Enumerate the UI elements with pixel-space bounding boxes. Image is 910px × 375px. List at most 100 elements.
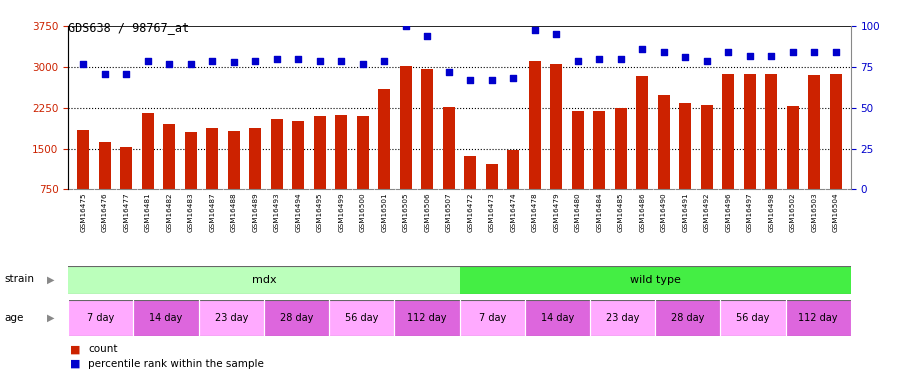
Bar [357, 116, 369, 189]
Text: ■: ■ [70, 359, 81, 369]
Bar [399, 66, 411, 189]
Bar [68, 266, 460, 294]
Point [248, 57, 263, 63]
Point [635, 46, 650, 52]
Text: 23 day: 23 day [606, 313, 640, 323]
Point [76, 61, 91, 67]
Text: percentile rank within the sample: percentile rank within the sample [88, 359, 264, 369]
Point [484, 77, 499, 83]
Bar [636, 76, 648, 189]
Point [119, 70, 134, 76]
Point [399, 23, 413, 29]
Point [334, 57, 349, 63]
Bar [249, 129, 261, 189]
Point [700, 57, 714, 63]
Point [269, 56, 284, 62]
Bar [264, 300, 329, 336]
Point [828, 50, 843, 55]
Text: 7 day: 7 day [87, 313, 115, 323]
Bar [680, 103, 692, 189]
Point [184, 61, 198, 67]
Point [592, 56, 607, 62]
Bar [464, 156, 476, 189]
Bar [314, 116, 326, 189]
Bar [68, 300, 134, 336]
Bar [571, 111, 583, 189]
Text: 112 day: 112 day [798, 313, 838, 323]
Bar [593, 111, 605, 189]
Point [571, 57, 585, 63]
Bar [228, 131, 239, 189]
Point [721, 50, 735, 55]
Point [356, 61, 370, 67]
Point [420, 33, 435, 39]
Bar [329, 300, 394, 336]
Point [441, 69, 456, 75]
Text: ▶: ▶ [47, 313, 55, 323]
Text: ▶: ▶ [47, 274, 55, 284]
Bar [99, 142, 111, 189]
Bar [271, 118, 283, 189]
Point [785, 50, 800, 55]
Text: 23 day: 23 day [215, 313, 248, 323]
Bar [721, 300, 785, 336]
Bar [529, 60, 541, 189]
Bar [743, 74, 755, 189]
Point [528, 27, 542, 33]
Point [312, 57, 327, 63]
Point [743, 53, 757, 58]
Bar [379, 89, 390, 189]
Point [291, 56, 306, 62]
Point [549, 32, 563, 38]
Point [97, 70, 112, 76]
Point [463, 77, 478, 83]
Text: 14 day: 14 day [149, 313, 183, 323]
Bar [701, 105, 713, 189]
Text: 14 day: 14 day [541, 313, 574, 323]
Text: 7 day: 7 day [479, 313, 506, 323]
Bar [615, 108, 627, 189]
Point [807, 50, 822, 55]
Bar [551, 64, 562, 189]
Point [764, 53, 779, 58]
Bar [486, 164, 498, 189]
Text: count: count [88, 345, 117, 354]
Bar [830, 74, 842, 189]
Text: age: age [5, 313, 24, 323]
Bar [77, 130, 89, 189]
Point [140, 57, 155, 63]
Bar [421, 69, 433, 189]
Bar [185, 132, 197, 189]
Bar [785, 300, 851, 336]
Bar [723, 74, 734, 189]
Text: 56 day: 56 day [736, 313, 770, 323]
Text: ■: ■ [70, 345, 81, 354]
Bar [394, 300, 460, 336]
Bar [590, 300, 655, 336]
Bar [207, 129, 218, 189]
Bar [808, 75, 820, 189]
Bar [525, 300, 590, 336]
Bar [198, 300, 264, 336]
Bar [765, 74, 777, 189]
Bar [658, 95, 670, 189]
Text: mdx: mdx [251, 275, 277, 285]
Bar [508, 150, 520, 189]
Text: 28 day: 28 day [279, 313, 313, 323]
Point [678, 54, 693, 60]
Text: 56 day: 56 day [345, 313, 379, 323]
Bar [292, 122, 304, 189]
Point [506, 75, 521, 81]
Point [613, 56, 628, 62]
Text: strain: strain [5, 274, 35, 284]
Text: wild type: wild type [630, 275, 681, 285]
Bar [120, 147, 132, 189]
Bar [336, 115, 348, 189]
Text: GDS638 / 98767_at: GDS638 / 98767_at [68, 21, 189, 34]
Bar [460, 300, 525, 336]
Bar [134, 300, 198, 336]
Bar [142, 113, 154, 189]
Point [377, 57, 391, 63]
Point [162, 61, 177, 67]
Text: 112 day: 112 day [407, 313, 447, 323]
